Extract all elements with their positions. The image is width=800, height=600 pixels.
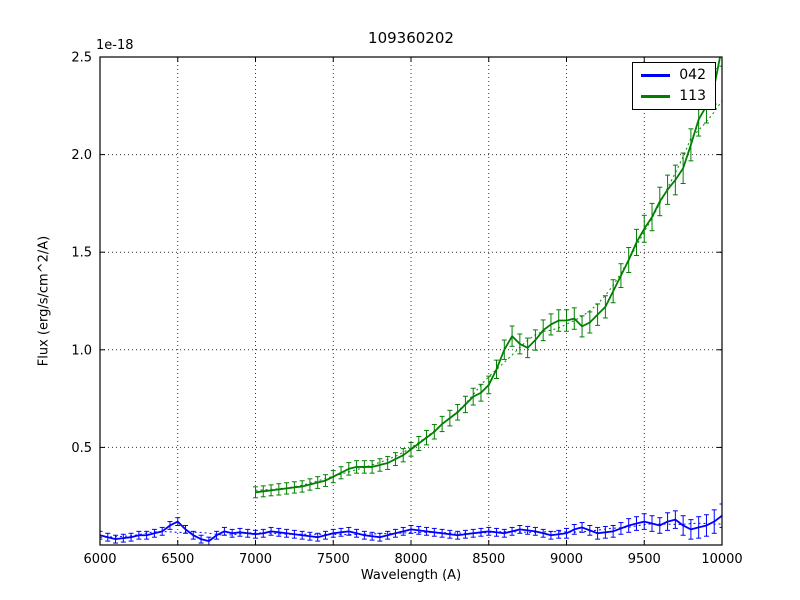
y-tick-label: 0.5 xyxy=(71,441,92,456)
x-tick-label: 7500 xyxy=(317,552,350,567)
legend: 042 113 xyxy=(632,62,716,110)
y-tick-label: 2.5 xyxy=(71,51,92,66)
x-tick-label: 9500 xyxy=(628,552,661,567)
x-tick-label: 8000 xyxy=(394,552,427,567)
y-tick-label: 1.0 xyxy=(71,343,92,358)
series-042-fit-line xyxy=(100,522,722,538)
x-tick-label: 6500 xyxy=(161,552,194,567)
legend-label-042: 042 xyxy=(679,67,706,83)
y-tick-label: 2.0 xyxy=(71,148,92,163)
x-axis-label: Wavelength (A) xyxy=(360,568,462,583)
legend-entry-042: 042 xyxy=(641,68,706,82)
legend-line-swatch-113 xyxy=(641,94,671,98)
x-tick-label: 10000 xyxy=(701,552,742,567)
x-tick-label: 9000 xyxy=(550,552,583,567)
legend-label-113: 113 xyxy=(679,88,706,104)
series-113-fit-line xyxy=(255,100,722,491)
plot-title: 109360202 xyxy=(368,29,454,47)
y-axis-label: Flux (erg/s/cm^2/A) xyxy=(36,235,52,367)
series-042 xyxy=(100,503,722,545)
legend-line-swatch-042 xyxy=(641,73,671,77)
x-tick-label: 7000 xyxy=(239,552,272,567)
series-113-line xyxy=(255,57,721,494)
x-tick-label: 8500 xyxy=(472,552,505,567)
y-tick-label: 1.5 xyxy=(71,246,92,261)
series-042-line xyxy=(100,515,722,542)
x-tick-label: 6000 xyxy=(83,552,116,567)
legend-entry-113: 113 xyxy=(641,89,706,103)
y-axis-offset-label: 1e-18 xyxy=(96,38,134,53)
